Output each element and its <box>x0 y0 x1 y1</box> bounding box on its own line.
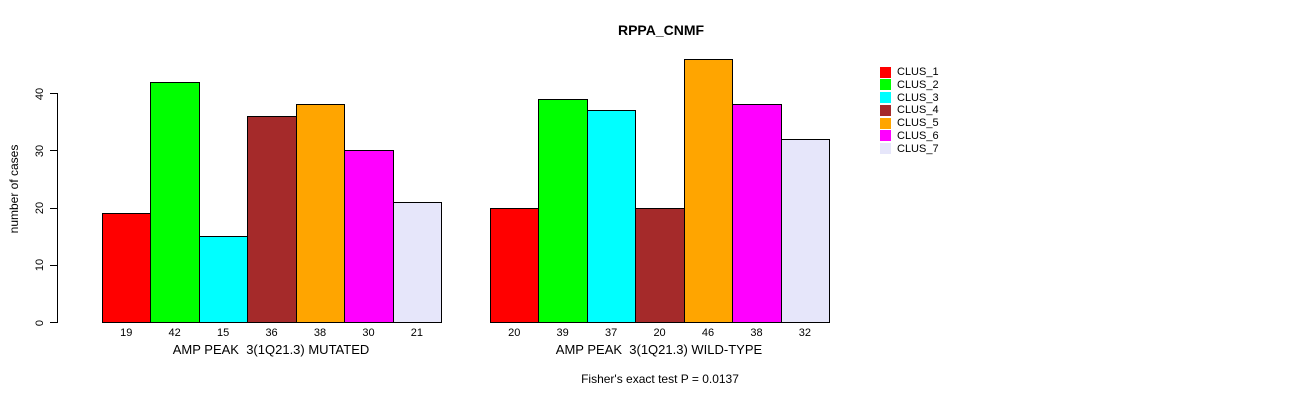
legend-label-clus_5: CLUS_5 <box>897 117 939 129</box>
legend-label-clus_4: CLUS_4 <box>897 104 939 117</box>
legend-label-clus_6: CLUS_6 <box>897 129 939 142</box>
y-axis-label: number of cases <box>7 144 21 234</box>
bar-value-label: 20 <box>653 327 666 339</box>
bar-clus_6-group1 <box>344 150 394 323</box>
bar-clus_7-group1 <box>392 201 443 323</box>
legend-label-clus_1: CLUS_1 <box>897 66 939 78</box>
y-tick-mark-0 <box>50 322 57 323</box>
y-tick-mark-40 <box>50 93 57 94</box>
legend-label-clus_7: CLUS_7 <box>897 142 939 155</box>
bar-value-label: 46 <box>701 327 715 339</box>
bar-value-label: 20 <box>508 327 521 339</box>
bar-clus_2-group1 <box>150 81 200 323</box>
legend-swatch-clus_3 <box>880 92 891 103</box>
legend-swatch-clus_7 <box>880 143 891 154</box>
bar-value-label: 38 <box>313 327 327 339</box>
bar-clus_1-group1 <box>102 213 152 323</box>
legend-swatch-clus_5 <box>880 117 891 129</box>
y-tick-label-0: 0 <box>34 319 46 326</box>
bar-value-label: 37 <box>605 327 618 339</box>
bar-value-label: 36 <box>265 327 278 339</box>
bar-clus_3-group2 <box>586 110 637 323</box>
bar-value-label: 21 <box>410 327 424 339</box>
bar-clus_4-group1 <box>247 115 297 323</box>
bar-clus_7-group2 <box>780 138 831 323</box>
bar-clus_4-group2 <box>635 207 685 323</box>
legend-swatch-clus_4 <box>880 104 891 116</box>
legend-swatch-clus_6 <box>880 130 891 142</box>
bar-value-label: 19 <box>120 327 133 339</box>
legend-label-clus_2: CLUS_2 <box>897 78 939 91</box>
bar-clus_5-group2 <box>683 58 734 323</box>
chart-title: RPPA_CNMF <box>617 22 705 38</box>
y-tick-mark-30 <box>50 150 57 152</box>
y-tick-mark-10 <box>50 264 57 266</box>
group-label-mutated: AMP PEAK 3(1Q21.3) MUTATED <box>172 342 370 357</box>
bar-value-label: 39 <box>556 327 569 339</box>
bar-value-label: 15 <box>217 327 230 339</box>
bar-clus_3-group1 <box>198 236 249 323</box>
y-tick-label-10: 10 <box>34 259 46 272</box>
y-tick-label-30: 30 <box>34 144 46 157</box>
fisher-test-footnote: Fisher's exact test P = 0.0137 <box>581 372 739 386</box>
bar-clus_6-group2 <box>732 104 782 323</box>
y-tick-label-40: 40 <box>34 87 46 100</box>
bar-value-label: 38 <box>750 327 763 339</box>
y-axis-line <box>57 93 58 323</box>
y-tick-mark-20 <box>50 207 57 209</box>
bar-value-label: 32 <box>798 327 812 339</box>
bar-clus_2-group2 <box>538 98 588 323</box>
bar-value-label: 42 <box>168 327 181 339</box>
bar-value-label: 30 <box>362 327 375 339</box>
bar-clus_1-group2 <box>490 207 540 323</box>
bar-clus_5-group1 <box>295 104 346 323</box>
group-label-wild-type: AMP PEAK 3(1Q21.3) WILD-TYPE <box>555 342 763 357</box>
legend-swatch-clus_2 <box>880 79 891 91</box>
legend-swatch-clus_1 <box>880 66 891 78</box>
legend-label-clus_3: CLUS_3 <box>897 91 939 104</box>
y-tick-label-20: 20 <box>34 201 46 215</box>
